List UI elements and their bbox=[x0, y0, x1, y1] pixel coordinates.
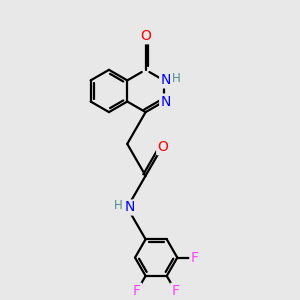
Text: N: N bbox=[160, 94, 171, 109]
Text: F: F bbox=[190, 250, 198, 265]
Text: N: N bbox=[124, 200, 135, 214]
Text: F: F bbox=[171, 284, 179, 298]
Text: H: H bbox=[172, 71, 181, 85]
Text: O: O bbox=[157, 140, 168, 154]
Text: N: N bbox=[160, 74, 171, 87]
Text: H: H bbox=[114, 199, 123, 212]
Text: O: O bbox=[140, 29, 151, 43]
Text: F: F bbox=[133, 284, 141, 298]
